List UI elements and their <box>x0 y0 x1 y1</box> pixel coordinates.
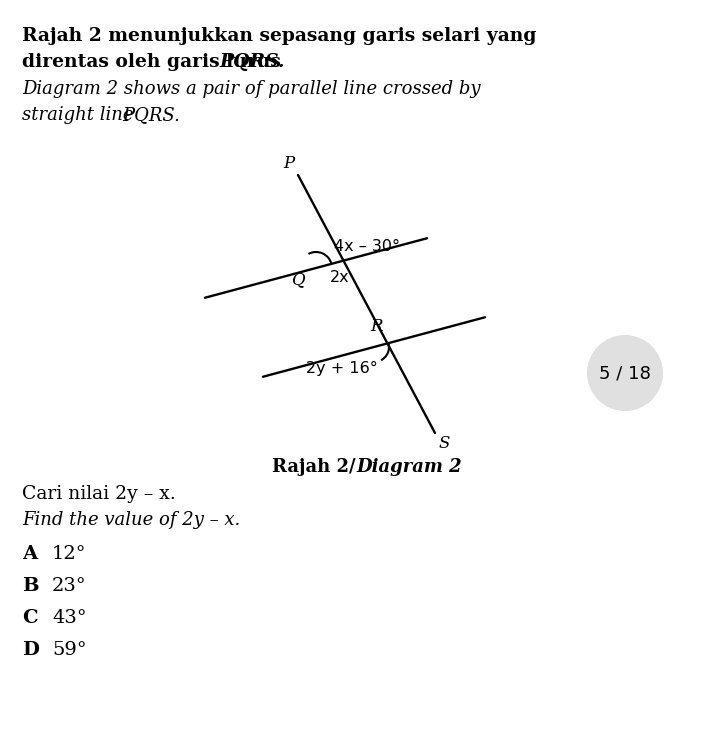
Text: 4x – 30°: 4x – 30° <box>334 239 400 254</box>
Text: Cari nilai 2y – x.: Cari nilai 2y – x. <box>22 485 176 503</box>
Text: R: R <box>370 318 383 335</box>
Text: C: C <box>22 609 38 627</box>
Text: Q: Q <box>292 271 306 288</box>
Text: A: A <box>22 545 37 563</box>
Text: direntas oleh garis lurus: direntas oleh garis lurus <box>22 53 287 71</box>
Text: D: D <box>22 641 39 659</box>
Text: Diagram 2 shows a pair of parallel line crossed by: Diagram 2 shows a pair of parallel line … <box>22 80 481 98</box>
Text: 12°: 12° <box>52 545 87 563</box>
Text: 43°: 43° <box>52 609 87 627</box>
Text: straight line: straight line <box>22 106 139 124</box>
Text: 5 / 18: 5 / 18 <box>599 364 651 382</box>
Text: Rajah 2/: Rajah 2/ <box>272 458 356 476</box>
Text: S: S <box>439 435 450 452</box>
Text: Diagram 2: Diagram 2 <box>356 458 461 476</box>
Text: 59°: 59° <box>52 641 87 659</box>
Text: P: P <box>283 155 294 172</box>
Text: 23°: 23° <box>52 577 87 595</box>
Text: B: B <box>22 577 38 595</box>
Text: Find the value of 2y – x.: Find the value of 2y – x. <box>22 511 240 529</box>
Text: PQRS.: PQRS. <box>219 53 284 71</box>
Text: 2x: 2x <box>330 270 350 285</box>
Circle shape <box>587 335 663 411</box>
Text: PQRS.: PQRS. <box>122 106 180 124</box>
Text: 2y + 16°: 2y + 16° <box>306 361 378 376</box>
Text: Rajah 2 menunjukkan sepasang garis selari yang: Rajah 2 menunjukkan sepasang garis selar… <box>22 27 537 45</box>
